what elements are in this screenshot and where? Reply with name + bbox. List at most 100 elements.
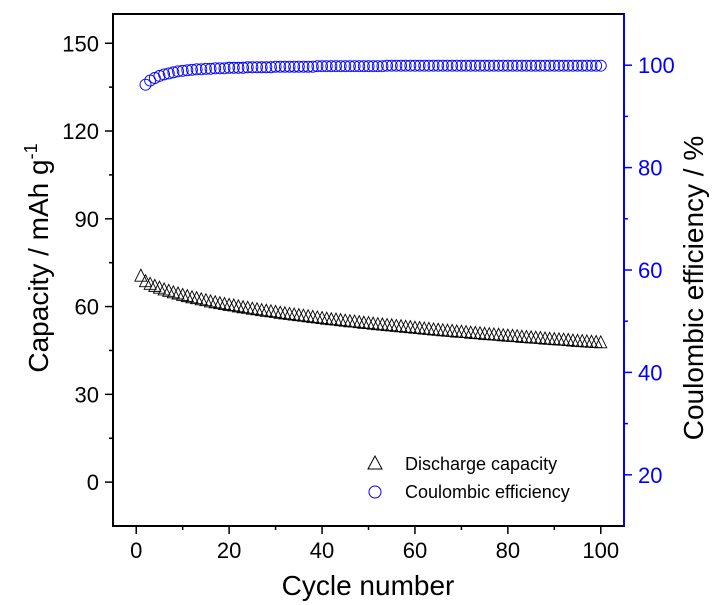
y2-tick-label: 60 bbox=[638, 258, 662, 283]
efficiency-point bbox=[274, 60, 287, 73]
efficiency-point bbox=[506, 59, 519, 72]
efficiency-point bbox=[501, 59, 514, 72]
efficiency-point bbox=[320, 60, 333, 73]
capacity-point bbox=[384, 317, 399, 332]
capacity-point bbox=[268, 304, 283, 318]
efficiency-point bbox=[176, 64, 189, 77]
y-tick-label: 60 bbox=[75, 295, 99, 320]
capacity-point bbox=[273, 305, 287, 319]
efficiency-point bbox=[483, 59, 496, 72]
y-tick-label: 0 bbox=[87, 470, 99, 495]
capacity-point bbox=[412, 320, 427, 334]
efficiency-point bbox=[460, 59, 473, 72]
efficiency-point bbox=[371, 60, 384, 73]
capacity-point bbox=[310, 309, 325, 324]
capacity-point bbox=[240, 300, 255, 314]
efficiency-point bbox=[566, 59, 579, 72]
efficiency-point bbox=[334, 60, 347, 73]
efficiency-point bbox=[306, 60, 319, 73]
efficiency-point bbox=[376, 60, 389, 73]
capacity-point bbox=[315, 310, 329, 325]
capacity-point bbox=[287, 307, 301, 321]
y-axis-title: Capacity / mAh g-1 bbox=[21, 143, 54, 372]
capacity-point bbox=[162, 283, 176, 297]
efficiency-point bbox=[186, 63, 198, 76]
y2-tick-label: 40 bbox=[638, 360, 662, 385]
efficiency-point bbox=[450, 59, 463, 72]
capacity-point bbox=[422, 321, 436, 335]
efficiency-point bbox=[381, 59, 394, 72]
efficiency-point bbox=[213, 62, 226, 75]
efficiency-point bbox=[162, 67, 175, 80]
efficiency-point bbox=[525, 59, 538, 72]
capacity-point bbox=[185, 289, 199, 304]
capacity-point bbox=[157, 281, 171, 296]
capacity-point bbox=[203, 293, 218, 308]
efficiency-point bbox=[343, 60, 356, 73]
efficiency-point bbox=[223, 61, 236, 74]
efficiency-point bbox=[292, 60, 305, 73]
y-axis-title-main: Capacity / mAh g bbox=[23, 159, 54, 372]
efficiency-point bbox=[139, 78, 152, 91]
efficiency-point bbox=[218, 62, 231, 75]
efficiency-point bbox=[357, 60, 370, 73]
efficiency-point bbox=[413, 59, 426, 72]
efficiency-point bbox=[515, 59, 528, 72]
capacity-point bbox=[175, 287, 190, 301]
capacity-point bbox=[491, 327, 506, 341]
efficiency-point bbox=[241, 61, 254, 74]
efficiency-point bbox=[399, 59, 412, 72]
capacity-point bbox=[594, 334, 608, 349]
efficiency-point bbox=[529, 59, 542, 72]
capacity-point bbox=[445, 323, 459, 337]
y-tick-label: 90 bbox=[75, 207, 99, 232]
y-tick-label: 30 bbox=[75, 382, 99, 407]
legend: Discharge capacity Coulombic efficiency bbox=[367, 454, 570, 502]
y2-axis-title: Coulombic efficiency / % bbox=[678, 136, 709, 441]
efficiency-point bbox=[534, 59, 547, 72]
efficiency-point bbox=[330, 60, 342, 73]
efficiency-point bbox=[199, 62, 212, 75]
discharge-capacity-series bbox=[134, 268, 608, 349]
legend-label-discharge-capacity: Discharge capacity bbox=[405, 454, 557, 474]
efficiency-point bbox=[209, 62, 222, 75]
efficiency-point bbox=[302, 60, 315, 73]
coulombic-efficiency-series bbox=[139, 59, 607, 91]
efficiency-point bbox=[409, 59, 421, 72]
x-tick-label: 60 bbox=[403, 538, 427, 563]
efficiency-point bbox=[260, 61, 273, 74]
plot-frame bbox=[112, 13, 625, 527]
bottom-axis-ticks: 0 20 40 60 80 100 bbox=[130, 526, 619, 563]
capacity-point bbox=[171, 285, 185, 300]
x-tick-label: 0 bbox=[130, 538, 142, 563]
capacity-point bbox=[333, 312, 348, 327]
capacity-point bbox=[361, 315, 376, 329]
x-tick-label: 80 bbox=[496, 538, 520, 563]
capacity-point bbox=[306, 309, 320, 323]
capacity-point bbox=[375, 316, 390, 331]
efficiency-point bbox=[557, 59, 570, 72]
efficiency-point bbox=[251, 61, 263, 74]
capacity-point bbox=[352, 314, 366, 329]
legend-marker-triangle bbox=[367, 454, 383, 470]
efficiency-point bbox=[316, 60, 328, 73]
capacity-point bbox=[194, 291, 208, 306]
efficiency-point bbox=[469, 59, 482, 72]
efficiency-point bbox=[590, 59, 603, 72]
y-tick-label: 150 bbox=[62, 31, 99, 56]
efficiency-point bbox=[446, 59, 459, 72]
capacity-point bbox=[259, 303, 274, 317]
y-axis-title-superscript: -1 bbox=[21, 143, 41, 159]
efficiency-point bbox=[278, 60, 291, 73]
efficiency-point bbox=[543, 59, 556, 72]
left-axis-ticks: 0 30 60 90 120 150 bbox=[62, 31, 113, 495]
efficiency-point bbox=[348, 60, 361, 73]
capacity-point bbox=[222, 297, 236, 311]
efficiency-point bbox=[422, 59, 435, 72]
efficiency-point bbox=[325, 60, 338, 73]
efficiency-point bbox=[395, 59, 407, 72]
efficiency-point bbox=[204, 62, 217, 75]
efficiency-point bbox=[237, 61, 250, 74]
efficiency-point bbox=[385, 59, 398, 72]
